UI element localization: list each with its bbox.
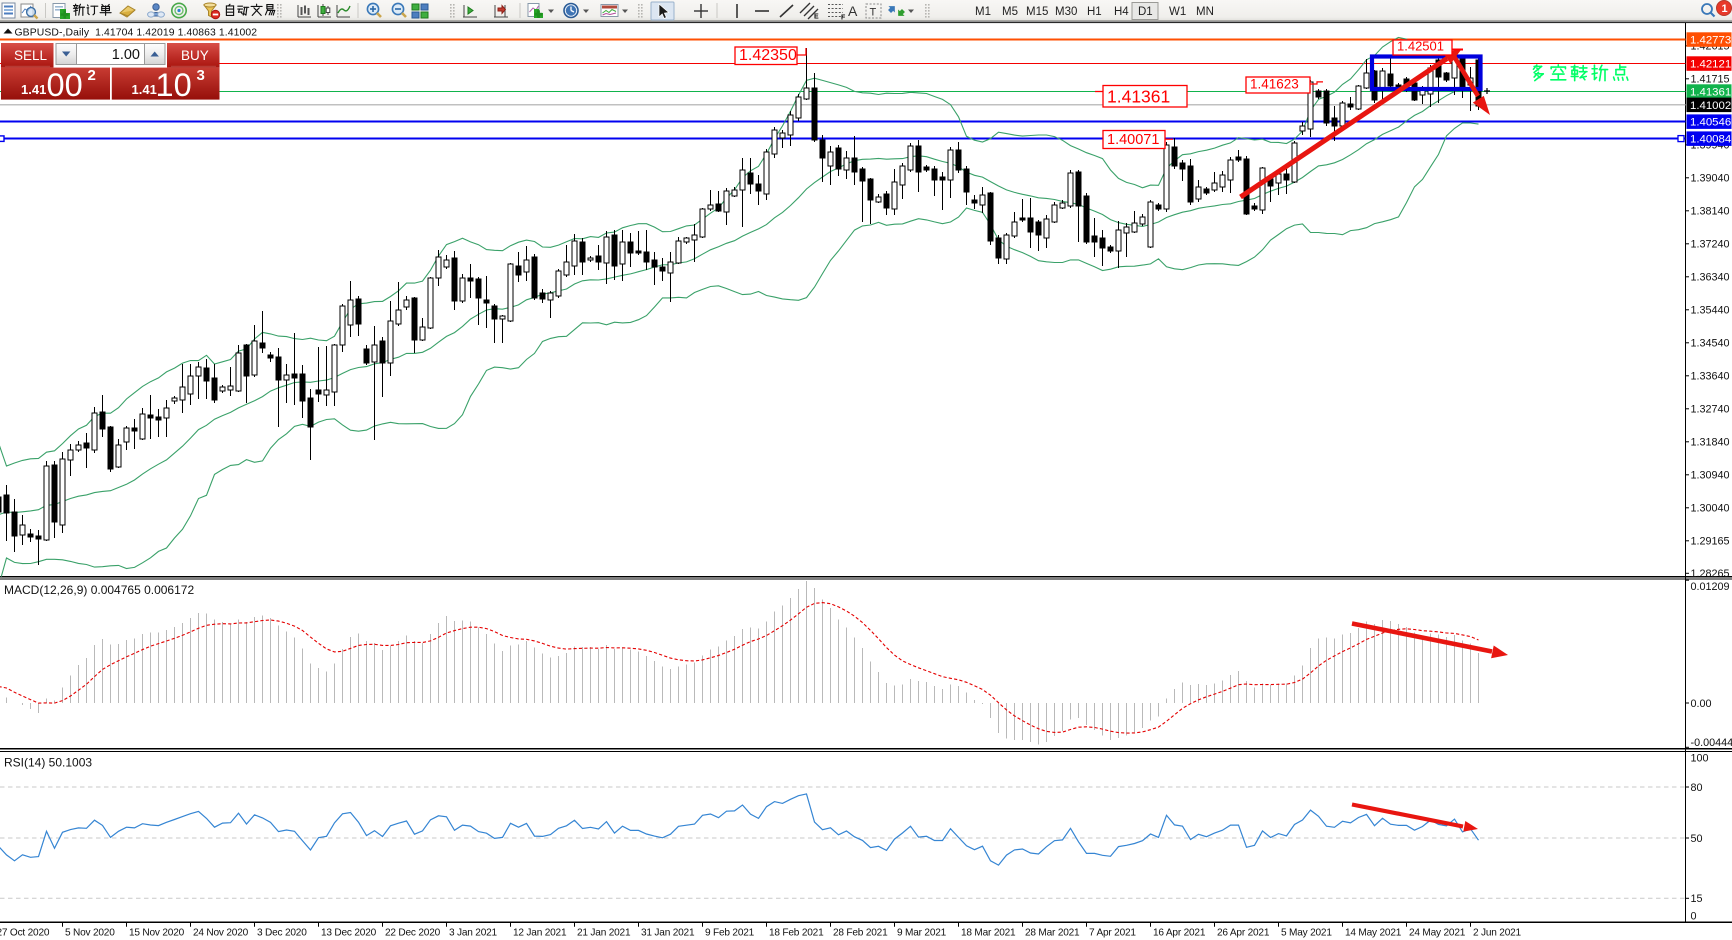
svg-text:10: 10 (156, 67, 192, 103)
svg-text:24 Nov 2020: 24 Nov 2020 (193, 928, 249, 939)
svg-text:1.41: 1.41 (132, 82, 157, 97)
svg-text:M5: M5 (1002, 6, 1018, 18)
svg-text:1.38140: 1.38140 (1691, 206, 1730, 218)
svg-text:16 Apr 2021: 16 Apr 2021 (1153, 928, 1206, 939)
svg-text:24 May 2021: 24 May 2021 (1409, 928, 1466, 939)
svg-text:H4: H4 (1114, 6, 1129, 18)
svg-text:27 Oct 2020: 27 Oct 2020 (0, 928, 50, 939)
svg-text:1.41361: 1.41361 (1690, 87, 1731, 99)
svg-text:F: F (841, 15, 846, 22)
svg-text:80: 80 (1691, 782, 1703, 794)
svg-text:00: 00 (47, 67, 83, 103)
svg-text:50: 50 (1691, 833, 1703, 845)
svg-text:1.41: 1.41 (21, 82, 46, 97)
svg-text:3: 3 (197, 67, 205, 84)
svg-text:1.40546: 1.40546 (1690, 117, 1731, 129)
svg-text:1.34540: 1.34540 (1691, 338, 1730, 350)
svg-text:SELL: SELL (14, 48, 48, 63)
svg-text:15: 15 (1691, 893, 1703, 905)
svg-text:D1: D1 (1138, 6, 1153, 18)
svg-text:1.41002: 1.41002 (1690, 100, 1731, 112)
svg-text:5 Nov 2020: 5 Nov 2020 (65, 928, 115, 939)
svg-text:1.32740: 1.32740 (1691, 404, 1730, 416)
svg-text:BUY: BUY (181, 48, 209, 63)
svg-text:0: 0 (1691, 911, 1697, 923)
svg-text:3 Jan 2021: 3 Jan 2021 (449, 928, 498, 939)
svg-text:1.29165: 1.29165 (1691, 536, 1730, 548)
svg-text:RSI(14) 50.1003: RSI(14) 50.1003 (4, 756, 92, 770)
svg-text:1.31840: 1.31840 (1691, 437, 1730, 449)
svg-text:W1: W1 (1169, 6, 1186, 18)
svg-text:MACD(12,26,9) 0.004765 0.00617: MACD(12,26,9) 0.004765 0.006172 (4, 583, 194, 597)
svg-text:18 Mar 2021: 18 Mar 2021 (961, 928, 1016, 939)
svg-text:1.30040: 1.30040 (1691, 503, 1730, 515)
svg-text:-0.004446: -0.004446 (1691, 737, 1732, 749)
svg-text:21 Jan 2021: 21 Jan 2021 (577, 928, 631, 939)
svg-text:0.00: 0.00 (1691, 698, 1712, 710)
svg-text:1.42773: 1.42773 (1690, 35, 1731, 47)
svg-text:1: 1 (1722, 3, 1728, 15)
svg-text:2 Jun 2021: 2 Jun 2021 (1473, 928, 1522, 939)
svg-text:1.35440: 1.35440 (1691, 305, 1730, 317)
svg-text:1.30940: 1.30940 (1691, 470, 1730, 482)
svg-text:28 Feb 2021: 28 Feb 2021 (833, 928, 888, 939)
svg-text:H1: H1 (1087, 6, 1102, 18)
svg-text:1.41361: 1.41361 (1107, 87, 1170, 107)
svg-text:1.40071: 1.40071 (1107, 132, 1159, 148)
svg-text:1.41715: 1.41715 (1691, 74, 1730, 86)
svg-text:2: 2 (88, 67, 96, 84)
svg-text:1.37240: 1.37240 (1691, 239, 1730, 251)
svg-text:26 Apr 2021: 26 Apr 2021 (1217, 928, 1270, 939)
svg-text:1.39040: 1.39040 (1691, 173, 1730, 185)
svg-text:E: E (814, 14, 819, 21)
svg-text:28 Mar 2021: 28 Mar 2021 (1025, 928, 1080, 939)
svg-text:31 Jan 2021: 31 Jan 2021 (641, 928, 695, 939)
svg-text:100: 100 (1691, 753, 1709, 765)
svg-text:13 Dec 2020: 13 Dec 2020 (321, 928, 377, 939)
svg-text:1.42501: 1.42501 (1397, 39, 1444, 54)
svg-text:1.28265: 1.28265 (1691, 568, 1730, 580)
svg-text:5 May 2021: 5 May 2021 (1281, 928, 1332, 939)
svg-text:M30: M30 (1055, 6, 1077, 18)
svg-text:9 Feb 2021: 9 Feb 2021 (705, 928, 755, 939)
svg-text:1.33640: 1.33640 (1691, 371, 1730, 383)
svg-text:1.41623: 1.41623 (1250, 77, 1299, 92)
svg-text:1.00: 1.00 (112, 47, 140, 63)
svg-text:M1: M1 (975, 6, 991, 18)
svg-text:T: T (870, 7, 877, 19)
svg-text:1.42121: 1.42121 (1690, 59, 1731, 71)
svg-text:15 Nov 2020: 15 Nov 2020 (129, 928, 185, 939)
svg-text:1.36340: 1.36340 (1691, 272, 1730, 284)
svg-text:0.01209: 0.01209 (1691, 581, 1730, 593)
svg-text:22 Dec 2020: 22 Dec 2020 (385, 928, 441, 939)
svg-text:18 Feb 2021: 18 Feb 2021 (769, 928, 824, 939)
svg-text:GBPUSD-,Daily 1.41704 1.42019: GBPUSD-,Daily 1.41704 1.42019 1.40863 1.… (15, 28, 258, 39)
svg-text:3 Dec 2020: 3 Dec 2020 (257, 928, 307, 939)
svg-text:12 Jan 2021: 12 Jan 2021 (513, 928, 567, 939)
svg-text:1.40084: 1.40084 (1690, 134, 1731, 146)
svg-text:14 May 2021: 14 May 2021 (1345, 928, 1402, 939)
svg-text:7 Apr 2021: 7 Apr 2021 (1089, 928, 1136, 939)
svg-text:9 Mar 2021: 9 Mar 2021 (897, 928, 947, 939)
svg-text:MN: MN (1196, 6, 1214, 18)
svg-text:M15: M15 (1026, 6, 1048, 18)
svg-text:1.42350: 1.42350 (739, 47, 797, 64)
svg-text:A: A (848, 3, 858, 19)
